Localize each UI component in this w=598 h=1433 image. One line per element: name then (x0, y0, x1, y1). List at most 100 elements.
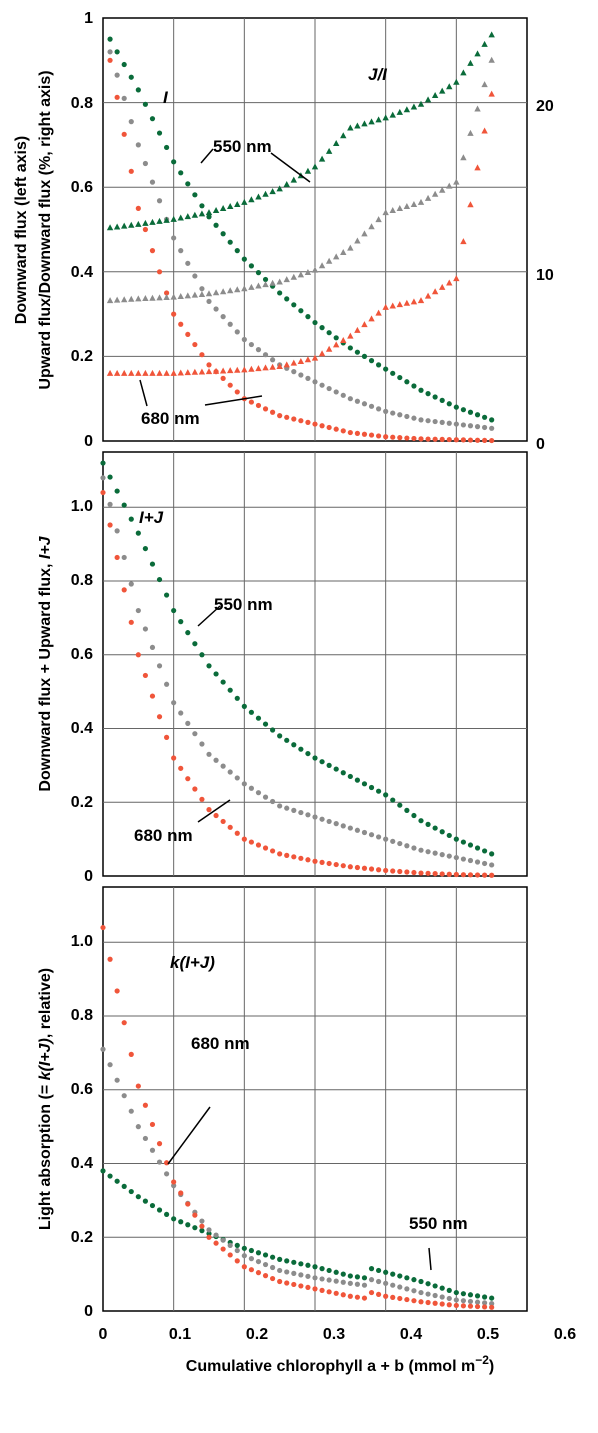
data-point-gray (234, 775, 240, 781)
data-point-gray (291, 1270, 297, 1276)
data-point-red (192, 786, 198, 792)
data-point-gray (220, 314, 226, 320)
grid (103, 887, 527, 1311)
data-point-red (114, 554, 120, 561)
data-point-green (425, 821, 431, 827)
data-point-gray-ratio (417, 198, 425, 205)
data-point-red (418, 1299, 424, 1305)
data-point-green (142, 1198, 148, 1204)
data-point-red (376, 433, 382, 439)
y-tick-0.2: 0.2 (71, 794, 93, 811)
data-point-gray-ratio (234, 286, 241, 293)
data-point-green (298, 746, 304, 752)
data-point-gray (361, 401, 368, 407)
data-point-green-ratio (304, 167, 312, 174)
data-point-green (277, 1256, 283, 1262)
data-point-red (114, 988, 120, 994)
data-point-green (460, 407, 466, 413)
data-point-red (390, 434, 396, 440)
data-point-red (453, 871, 459, 878)
data-point-gray (460, 856, 466, 862)
data-point-red (227, 382, 233, 388)
data-point-red (262, 845, 269, 851)
data-point-green (291, 742, 297, 748)
data-point-red (270, 1275, 276, 1282)
data-point-red-ratio (198, 368, 206, 375)
data-point-red (446, 1302, 452, 1308)
y-axis-label: Downward flux + Upward flux, I+J (37, 535, 54, 791)
data-point-green-ratio (135, 220, 142, 227)
data-point-red-ratio (128, 369, 135, 376)
data-point-gray (326, 818, 332, 825)
data-point-red-ratio (142, 369, 149, 376)
data-point-red (354, 430, 360, 436)
data-point-gray (354, 827, 360, 833)
leader-680 (197, 799, 231, 823)
leader-550 (428, 1247, 432, 1271)
data-point-green-ratio (368, 118, 375, 125)
data-point-green-ratio (269, 188, 276, 195)
data-point-green (446, 401, 452, 407)
label-680nm: 680 nm (191, 1034, 250, 1053)
data-point-green (368, 784, 375, 791)
data-point-red (284, 414, 290, 420)
x-axis-label: Cumulative chlorophyll a + b (mmol m−2) (186, 1353, 494, 1375)
data-point-red (340, 1292, 346, 1298)
data-point-gray (489, 425, 495, 431)
data-point-gray (107, 1062, 113, 1068)
data-point-red-ratio (340, 336, 347, 343)
panel-middle-total-flux: 0 0.2 0.4 0.6 0.8 1.0 Downward flux + Up… (37, 451, 528, 885)
data-point-red (326, 860, 332, 867)
data-point-green-ratio (142, 219, 149, 226)
data-point-red-ratio (424, 292, 432, 299)
data-point-green (333, 335, 339, 341)
data-point-green (164, 592, 170, 598)
data-point-gray-ratio (241, 285, 248, 292)
data-point-red (404, 869, 410, 875)
data-point-green (192, 192, 198, 198)
data-point-green (489, 851, 495, 857)
data-point-red (171, 755, 177, 761)
data-point-gray-ratio (361, 230, 368, 237)
data-point-red (171, 1179, 177, 1185)
data-point-gray-ratio (439, 186, 446, 193)
data-point-gray (411, 1288, 417, 1294)
data-point-red (312, 1286, 318, 1292)
data-point-red (284, 1280, 290, 1286)
data-point-red (270, 409, 276, 415)
data-points (100, 924, 495, 1310)
data-point-gray (376, 834, 382, 840)
data-point-red (411, 435, 417, 442)
data-point-red (248, 399, 254, 405)
data-point-green (114, 49, 120, 55)
x-axis: 0 0.1 0.2 0.3 0.4 0.5 0.6 Cumulative chl… (99, 1326, 577, 1375)
data-point-green (460, 839, 466, 845)
data-point-green (482, 414, 488, 420)
x-axis-label-end: ) (489, 1358, 494, 1375)
data-point-green (432, 825, 438, 831)
y-tick-0.4: 0.4 (71, 720, 93, 737)
data-point-red (171, 311, 177, 317)
data-point-gray (383, 836, 389, 842)
data-point-green (220, 231, 226, 237)
data-point-red-ratio (304, 356, 312, 363)
data-point-green (467, 1292, 474, 1298)
data-point-red (220, 818, 226, 825)
data-point-red (262, 406, 269, 412)
data-point-gray (489, 862, 495, 868)
data-point-red (291, 854, 297, 860)
data-point-green (206, 214, 212, 220)
data-point-red (432, 871, 438, 877)
data-point-green (298, 308, 304, 314)
data-point-gray (474, 859, 481, 865)
data-point-gray-ratio (446, 182, 453, 189)
data-point-green (467, 409, 474, 415)
data-point-red (482, 872, 488, 878)
data-point-red (425, 436, 431, 442)
data-point-gray (255, 347, 262, 353)
data-point-green (446, 832, 452, 839)
y-axis-label-suffix: , relative) (37, 968, 54, 1038)
data-point-green (361, 1275, 368, 1281)
data-point-green (298, 1261, 304, 1267)
data-point-red (305, 857, 311, 863)
